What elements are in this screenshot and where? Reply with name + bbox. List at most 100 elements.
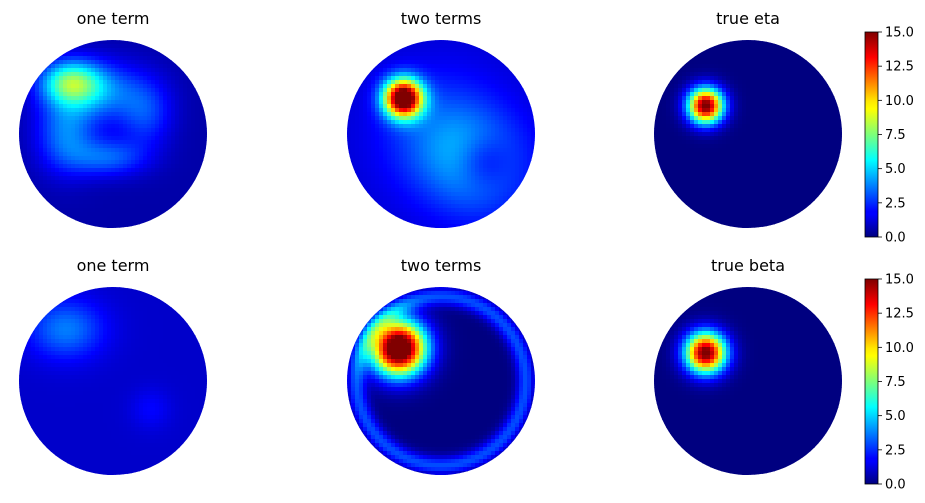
heat-cell xyxy=(155,160,160,165)
heat-cell xyxy=(195,92,200,97)
heat-cell xyxy=(407,60,412,65)
heat-cell xyxy=(95,44,100,49)
heat-cell xyxy=(155,164,160,169)
heat-cell xyxy=(487,176,492,181)
heat-cell xyxy=(195,104,200,109)
heat-cell xyxy=(734,140,739,145)
heat-cell xyxy=(155,180,160,185)
heat-cell xyxy=(167,196,172,201)
heat-cell xyxy=(830,140,835,145)
heat-cell xyxy=(475,44,480,49)
heat-cell xyxy=(95,164,100,169)
heat-cell xyxy=(351,164,356,169)
heat-cell xyxy=(47,136,52,141)
heat-cell xyxy=(71,100,76,105)
heat-cell xyxy=(167,160,172,165)
heat-cell xyxy=(23,112,28,117)
heat-cell xyxy=(159,208,164,213)
heat-cell xyxy=(491,140,496,145)
heat-cell xyxy=(35,72,40,77)
heat-cell xyxy=(790,56,795,61)
heat-cell xyxy=(47,172,52,177)
heat-cell xyxy=(459,80,464,85)
heat-cell xyxy=(455,184,460,189)
heat-cell xyxy=(415,168,420,173)
heat-cell xyxy=(363,116,368,121)
heat-cell xyxy=(686,112,691,117)
heat-cell xyxy=(726,140,731,145)
heat-cell xyxy=(67,136,72,141)
heat-cell xyxy=(147,124,152,129)
heat-cell xyxy=(838,100,842,105)
heat-cell xyxy=(778,88,783,93)
heat-cell xyxy=(674,72,679,77)
heat-cell xyxy=(407,216,412,221)
heat-cell xyxy=(435,160,440,165)
heat-cell xyxy=(698,84,703,89)
heat-cell xyxy=(355,132,360,137)
heat-cell xyxy=(399,128,404,133)
heat-cell xyxy=(838,108,842,113)
heat-cell xyxy=(59,168,64,173)
heat-cell xyxy=(71,76,76,81)
heat-cell xyxy=(770,124,775,129)
heat-cell xyxy=(175,144,180,149)
heat-cell xyxy=(447,192,452,197)
heat-cell xyxy=(127,128,132,133)
heat-cell xyxy=(515,152,520,157)
heat-cell xyxy=(391,124,396,129)
heat-cell xyxy=(71,168,76,173)
heat-cell xyxy=(455,88,460,93)
heat-cell xyxy=(147,148,152,153)
heat-cell xyxy=(726,76,731,81)
heat-cell xyxy=(399,192,404,197)
heat-cell xyxy=(734,160,739,165)
heat-cell xyxy=(115,196,120,201)
heat-cell xyxy=(167,188,172,193)
heat-cell xyxy=(487,68,492,73)
heat-cell xyxy=(67,68,72,73)
heat-cell xyxy=(351,116,356,121)
heat-cell xyxy=(195,112,200,117)
heat-cell xyxy=(359,76,364,81)
heat-cell xyxy=(511,188,516,193)
heat-cell xyxy=(826,116,831,121)
heat-cell xyxy=(159,152,164,157)
heat-cell xyxy=(103,200,108,205)
heat-cell xyxy=(127,48,132,53)
heat-cell xyxy=(131,40,136,45)
heat-cell xyxy=(179,132,184,137)
heat-cell xyxy=(487,52,492,57)
heat-cell xyxy=(818,120,823,125)
heat-cell xyxy=(35,144,40,149)
heat-cell xyxy=(459,100,464,105)
heat-cell xyxy=(463,132,468,137)
heat-cell xyxy=(479,132,484,137)
heat-cell xyxy=(127,188,132,193)
heat-cell xyxy=(19,104,24,109)
heat-cell xyxy=(391,120,396,125)
heat-cell xyxy=(766,80,771,85)
heat-cell xyxy=(367,184,372,189)
heat-cell xyxy=(91,128,96,133)
heat-cell xyxy=(495,200,500,205)
heat-cell xyxy=(798,64,803,69)
heat-cell xyxy=(139,148,144,153)
heat-cell xyxy=(431,204,436,209)
heat-cell xyxy=(435,208,440,213)
heat-cell xyxy=(419,52,424,57)
heat-cell xyxy=(710,116,715,121)
heat-cell xyxy=(55,104,60,109)
heat-cell xyxy=(419,68,424,73)
heat-cell xyxy=(191,112,196,117)
heat-cell xyxy=(495,172,500,177)
heat-cell xyxy=(459,156,464,161)
heat-cell xyxy=(471,44,476,49)
heat-cell xyxy=(395,60,400,65)
heat-cell xyxy=(698,140,703,145)
heat-cell xyxy=(155,96,160,101)
heat-cell xyxy=(443,176,448,181)
heat-cell xyxy=(475,124,480,129)
heat-cell xyxy=(834,144,839,149)
heat-cell xyxy=(59,208,64,213)
